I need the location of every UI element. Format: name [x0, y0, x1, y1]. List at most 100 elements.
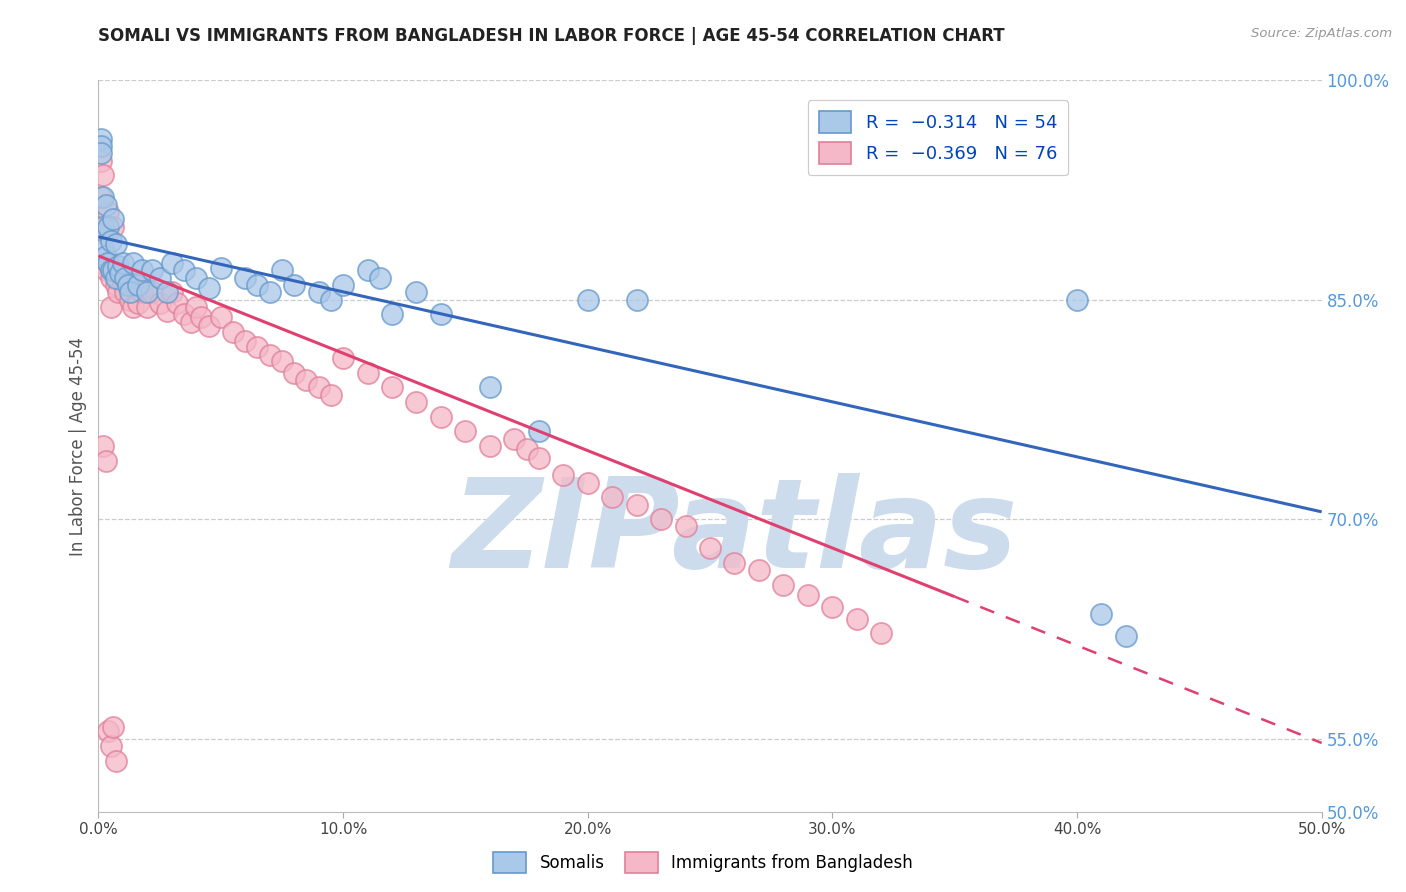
Text: Source: ZipAtlas.com: Source: ZipAtlas.com	[1251, 27, 1392, 40]
Point	[723, 556, 745, 570]
Point	[478, 380, 501, 394]
Point	[319, 388, 342, 402]
Point	[91, 439, 114, 453]
Point	[1115, 629, 1137, 643]
Point	[121, 300, 143, 314]
Point	[381, 307, 404, 321]
Point	[156, 304, 179, 318]
Point	[120, 293, 142, 307]
Point	[166, 295, 188, 310]
Point	[283, 366, 305, 380]
Point	[97, 256, 120, 270]
Point	[368, 270, 391, 285]
Point	[91, 256, 114, 270]
Point	[295, 373, 318, 387]
Point	[94, 197, 117, 211]
Point	[626, 498, 648, 512]
Point	[90, 139, 112, 153]
Point	[553, 468, 575, 483]
Point	[124, 278, 146, 293]
Point	[91, 219, 114, 234]
Point	[97, 724, 120, 739]
Point	[110, 266, 132, 280]
Point	[675, 519, 697, 533]
Point	[405, 285, 427, 300]
Point	[503, 432, 526, 446]
Point	[91, 242, 114, 256]
Point	[149, 295, 172, 310]
Point	[94, 263, 117, 277]
Point	[156, 285, 179, 300]
Point	[222, 325, 245, 339]
Point	[91, 190, 114, 204]
Point	[173, 263, 195, 277]
Point	[104, 237, 127, 252]
Point	[209, 260, 232, 275]
Point	[197, 319, 219, 334]
Point	[186, 270, 208, 285]
Point	[97, 256, 120, 270]
Point	[127, 295, 149, 310]
Point	[576, 475, 599, 490]
Point	[101, 219, 124, 234]
Point	[141, 285, 163, 300]
Point	[107, 259, 129, 273]
Point	[101, 720, 124, 734]
Point	[101, 263, 124, 277]
Point	[845, 612, 868, 626]
Point	[120, 285, 142, 300]
Point	[114, 270, 136, 285]
Point	[527, 450, 550, 465]
Point	[270, 263, 294, 277]
Point	[870, 626, 893, 640]
Point	[430, 409, 453, 424]
Point	[136, 285, 159, 300]
Point	[1090, 607, 1112, 622]
Point	[100, 300, 122, 314]
Point	[136, 300, 159, 314]
Point	[97, 205, 120, 219]
Point	[100, 234, 122, 248]
Point	[197, 281, 219, 295]
Point	[246, 339, 269, 353]
Point	[527, 425, 550, 439]
Point	[97, 219, 120, 234]
Text: SOMALI VS IMMIGRANTS FROM BANGLADESH IN LABOR FORCE | AGE 45-54 CORRELATION CHAR: SOMALI VS IMMIGRANTS FROM BANGLADESH IN …	[98, 27, 1005, 45]
Point	[149, 270, 172, 285]
Point	[117, 270, 139, 285]
Point	[110, 266, 132, 280]
Point	[259, 348, 281, 362]
Point	[381, 380, 404, 394]
Point	[94, 453, 117, 467]
Point	[127, 278, 149, 293]
Point	[332, 351, 354, 366]
Point	[308, 380, 330, 394]
Point	[797, 588, 820, 602]
Point	[111, 275, 134, 289]
Point	[173, 307, 195, 321]
Point	[111, 256, 134, 270]
Point	[160, 256, 183, 270]
Point	[308, 285, 330, 300]
Point	[319, 293, 342, 307]
Point	[180, 315, 202, 329]
Legend: Somalis, Immigrants from Bangladesh: Somalis, Immigrants from Bangladesh	[486, 846, 920, 880]
Point	[104, 278, 127, 293]
Point	[209, 310, 232, 325]
Point	[104, 270, 127, 285]
Point	[259, 285, 281, 300]
Point	[91, 169, 114, 183]
Point	[90, 132, 112, 146]
Point	[430, 307, 453, 321]
Point	[748, 563, 770, 577]
Legend: R =  −0.314   N = 54, R =  −0.369   N = 76: R = −0.314 N = 54, R = −0.369 N = 76	[808, 100, 1069, 175]
Point	[246, 278, 269, 293]
Point	[233, 334, 256, 348]
Y-axis label: In Labor Force | Age 45-54: In Labor Force | Age 45-54	[69, 336, 87, 556]
Point	[283, 278, 305, 293]
Point	[100, 270, 122, 285]
Point	[454, 425, 477, 439]
Point	[90, 190, 112, 204]
Point	[131, 285, 153, 300]
Point	[94, 227, 117, 241]
